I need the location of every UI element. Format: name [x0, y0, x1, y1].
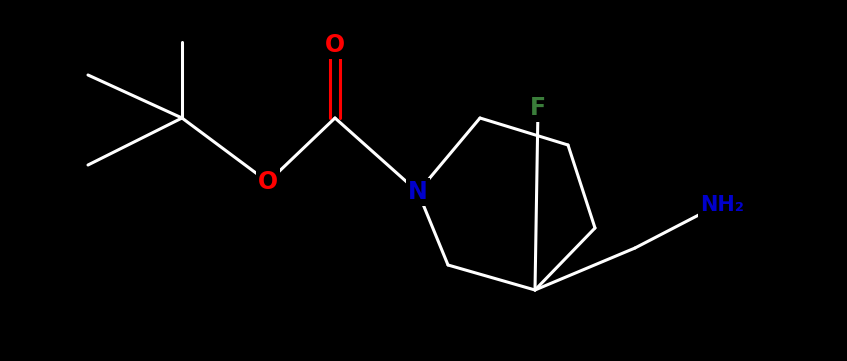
Text: N: N — [408, 180, 428, 204]
Text: F: F — [530, 96, 546, 120]
Text: NH₂: NH₂ — [700, 195, 745, 215]
Text: O: O — [258, 170, 278, 194]
Text: O: O — [325, 33, 345, 57]
